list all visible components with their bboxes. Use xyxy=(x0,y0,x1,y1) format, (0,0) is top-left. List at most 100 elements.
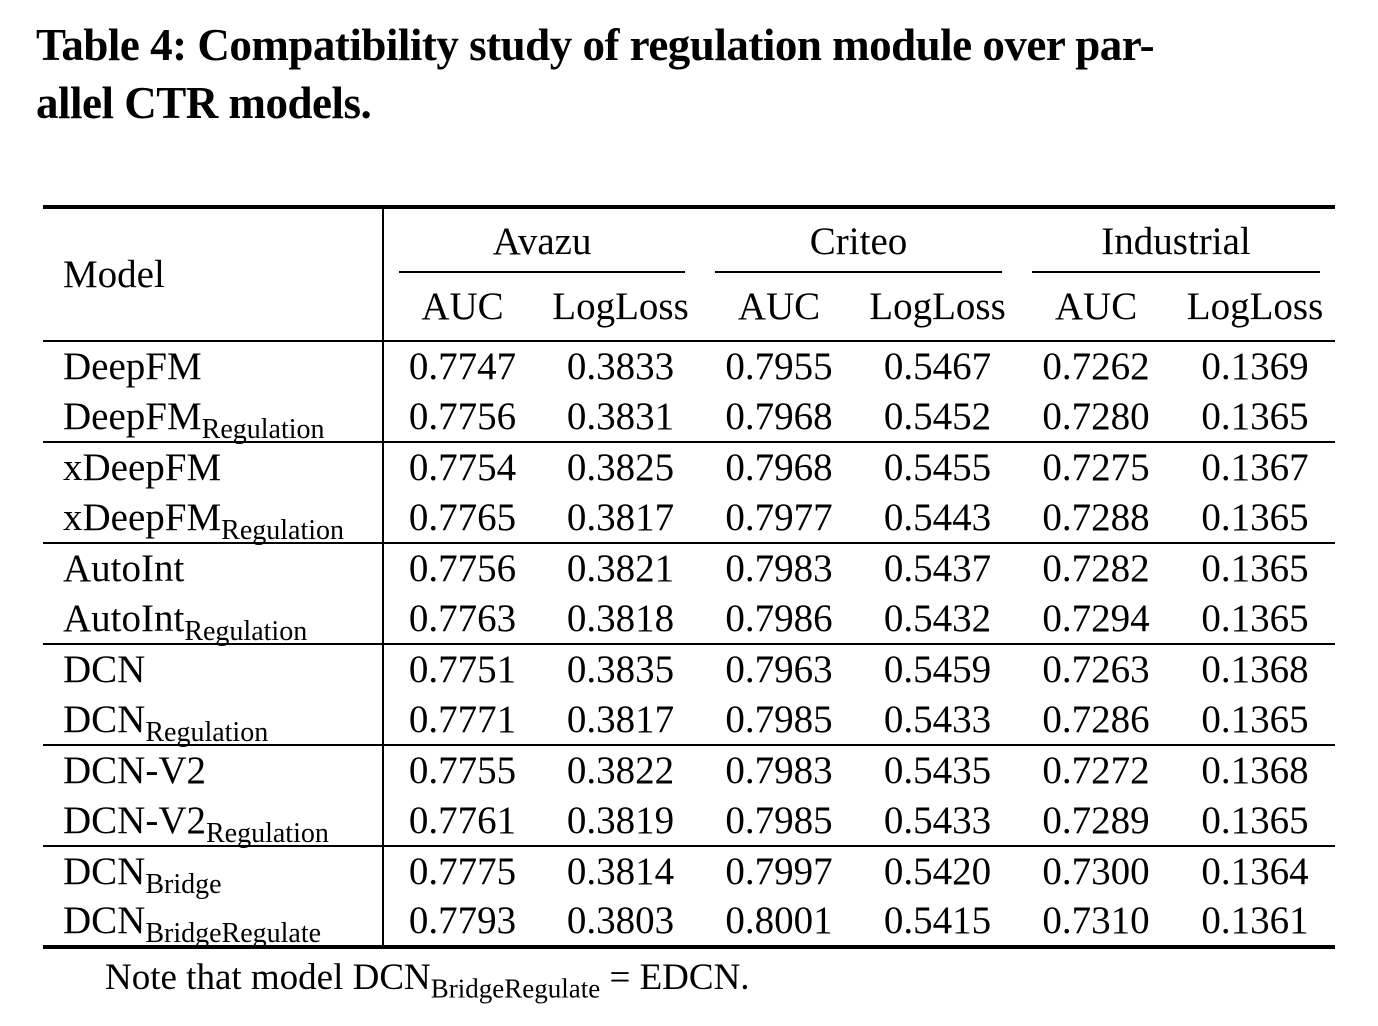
cell-industrial-logloss: 0.1368 xyxy=(1175,744,1336,796)
cell-avazu-auc: 0.7756 xyxy=(383,542,541,594)
cell-industrial-auc: 0.7262 xyxy=(1042,345,1150,389)
cell-criteo-logloss: 0.5432 xyxy=(883,596,992,640)
cell-industrial-auc: 0.7294 xyxy=(1042,596,1150,640)
table-row-xdeepfm: xDeepFM 0.7754 0.3825 0.7968 0.5455 0.72… xyxy=(43,441,1336,493)
cell-avazu-logloss: 0.3831 xyxy=(566,394,675,438)
cell-avazu-logloss: 0.3825 xyxy=(541,441,701,493)
cell-criteo-auc: 0.7985 xyxy=(725,798,833,842)
cell-industrial-auc: 0.7310 xyxy=(1042,899,1150,943)
cell-criteo-auc: 0.7985 xyxy=(725,697,833,741)
cell-criteo-logloss: 0.5455 xyxy=(858,441,1018,493)
cell-avazu-auc: 0.7763 xyxy=(408,596,517,640)
cell-industrial-auc: 0.7275 xyxy=(1017,441,1176,493)
footnote-prefix: Note that model DCN xyxy=(105,957,431,998)
table-row-dcn-bridge: DCNBridge 0.7775 0.3814 0.7997 0.5420 0.… xyxy=(43,845,1336,899)
cell-criteo-logloss: 0.5433 xyxy=(883,798,992,842)
model-name-cell: xDeepFMRegulation xyxy=(43,492,384,546)
criteo-underline: Criteo xyxy=(715,211,1003,273)
group-header-avazu: Avazu xyxy=(383,207,700,273)
model-name-cell: DCN-V2 xyxy=(43,744,384,796)
model-name-cell: DeepFM xyxy=(43,341,384,392)
cell-industrial-auc: 0.7289 xyxy=(1042,798,1150,842)
model-name-cell: AutoInt xyxy=(43,542,384,594)
cell-avazu-logloss: 0.3817 xyxy=(566,697,675,741)
model-name-cell: AutoIntRegulation xyxy=(43,593,384,645)
cell-industrial-auc: 0.7282 xyxy=(1017,542,1176,594)
table-caption: Table 4: Compatibility study of regulati… xyxy=(36,16,1356,132)
cell-industrial-logloss: 0.1361 xyxy=(1201,899,1309,943)
model-subscript: BridgeRegulate xyxy=(145,918,322,950)
subheader-avazu-auc: AUC xyxy=(383,273,541,342)
model-name-cell: DCN-V2Regulation xyxy=(43,795,384,849)
cell-avazu-auc: 0.7747 xyxy=(408,345,517,389)
subheader-criteo-auc: AUC xyxy=(700,273,859,342)
cell-criteo-logloss: 0.5435 xyxy=(858,744,1018,796)
cell-industrial-auc: 0.7288 xyxy=(1042,495,1150,539)
group-label-criteo: Criteo xyxy=(809,219,908,263)
table-row-dcn-v2-regulation: DCN-V2Regulation 0.7761 0.3819 0.7985 0.… xyxy=(43,795,1335,849)
cell-criteo-auc: 0.7997 xyxy=(700,845,859,897)
cell-criteo-auc: 0.8001 xyxy=(725,899,833,943)
cell-criteo-auc: 0.7963 xyxy=(700,643,859,695)
model-name-cell: DCNBridgeRegulate xyxy=(43,896,384,950)
table-container: Model Avazu Criteo Industrial AUC LogLos… xyxy=(43,205,1336,950)
cell-avazu-logloss: 0.3821 xyxy=(541,542,701,594)
cell-avazu-logloss: 0.3814 xyxy=(541,845,701,897)
table-row-deepfm: DeepFM 0.7747 0.3833 0.7955 0.5467 0.726… xyxy=(43,341,1335,392)
group-header-criteo: Criteo xyxy=(700,207,1017,273)
model-name: DeepFM xyxy=(63,394,202,438)
cell-avazu-auc: 0.7754 xyxy=(383,441,541,493)
group-label-avazu: Avazu xyxy=(492,219,592,263)
footnote-subscript: BridgeRegulate xyxy=(430,973,601,1004)
cell-avazu-auc: 0.7765 xyxy=(408,495,517,539)
cell-criteo-logloss: 0.5433 xyxy=(883,697,992,741)
cell-criteo-logloss: 0.5443 xyxy=(883,495,992,539)
cell-avazu-logloss: 0.3817 xyxy=(566,495,675,539)
avazu-underline: Avazu xyxy=(399,211,686,273)
cell-avazu-auc: 0.7756 xyxy=(408,394,517,438)
model-name-cell: DeepFMRegulation xyxy=(43,391,384,443)
cell-criteo-logloss: 0.5415 xyxy=(883,899,992,943)
model-name: DCN xyxy=(63,648,146,692)
cell-industrial-logloss: 0.1365 xyxy=(1201,495,1309,539)
caption-line-2: allel CTR models. xyxy=(36,78,372,128)
cell-avazu-logloss: 0.3835 xyxy=(541,643,701,695)
cell-criteo-auc: 0.7968 xyxy=(700,441,859,493)
table-row-dcn-v2: DCN-V2 0.7755 0.3822 0.7983 0.5435 0.727… xyxy=(43,744,1336,796)
cell-criteo-auc: 0.7983 xyxy=(700,542,859,594)
model-subscript: Regulation xyxy=(221,514,345,546)
cell-industrial-auc: 0.7272 xyxy=(1017,744,1176,796)
cell-industrial-logloss: 0.1365 xyxy=(1201,697,1309,741)
cell-avazu-auc: 0.7761 xyxy=(408,798,517,842)
cell-industrial-auc: 0.7300 xyxy=(1017,845,1176,897)
subheader-criteo-logloss: LogLoss xyxy=(858,273,1018,342)
cell-industrial-logloss: 0.1365 xyxy=(1201,596,1309,640)
table-body: DeepFM 0.7747 0.3833 0.7955 0.5467 0.726… xyxy=(43,341,1336,950)
model-name: DCN-V2 xyxy=(63,798,206,842)
footnote-suffix: = EDCN. xyxy=(600,957,750,998)
table-row-dcn-bridgeregulate: DCNBridgeRegulate 0.7793 0.3803 0.8001 0… xyxy=(43,896,1335,950)
cell-criteo-auc: 0.7977 xyxy=(725,495,833,539)
cell-avazu-logloss: 0.3833 xyxy=(566,345,675,389)
cell-avazu-auc: 0.7793 xyxy=(408,899,517,943)
model-name-cell: DCNRegulation xyxy=(43,694,384,746)
table-footnote: Note that model DCNBridgeRegulate = EDCN… xyxy=(105,956,750,1002)
cell-avazu-auc: 0.7755 xyxy=(383,744,541,796)
cell-avazu-logloss: 0.3822 xyxy=(541,744,701,796)
cell-criteo-auc: 0.7983 xyxy=(700,744,859,796)
cell-avazu-auc: 0.7751 xyxy=(383,643,541,695)
table-row-dcn: DCN 0.7751 0.3835 0.7963 0.5459 0.7263 0… xyxy=(43,643,1336,695)
model-name: DCN xyxy=(63,697,146,741)
cell-criteo-logloss: 0.5459 xyxy=(858,643,1018,695)
model-name-cell: xDeepFM xyxy=(43,441,384,493)
subheader-industrial-logloss: LogLoss xyxy=(1175,273,1336,342)
model-name: DCN-V2 xyxy=(63,749,206,793)
model-name: AutoInt xyxy=(63,596,185,640)
model-subscript: Regulation xyxy=(206,817,329,849)
cell-industrial-auc: 0.7280 xyxy=(1042,394,1150,438)
group-header-row: Model Avazu Criteo Industrial xyxy=(43,207,1335,342)
model-name-cell: DCNBridge xyxy=(43,845,384,899)
cell-criteo-logloss: 0.5420 xyxy=(858,845,1018,897)
cell-avazu-logloss: 0.3803 xyxy=(566,899,675,943)
subheader-row: AUC LogLoss AUC LogLoss AUC LogLoss xyxy=(43,273,1336,342)
